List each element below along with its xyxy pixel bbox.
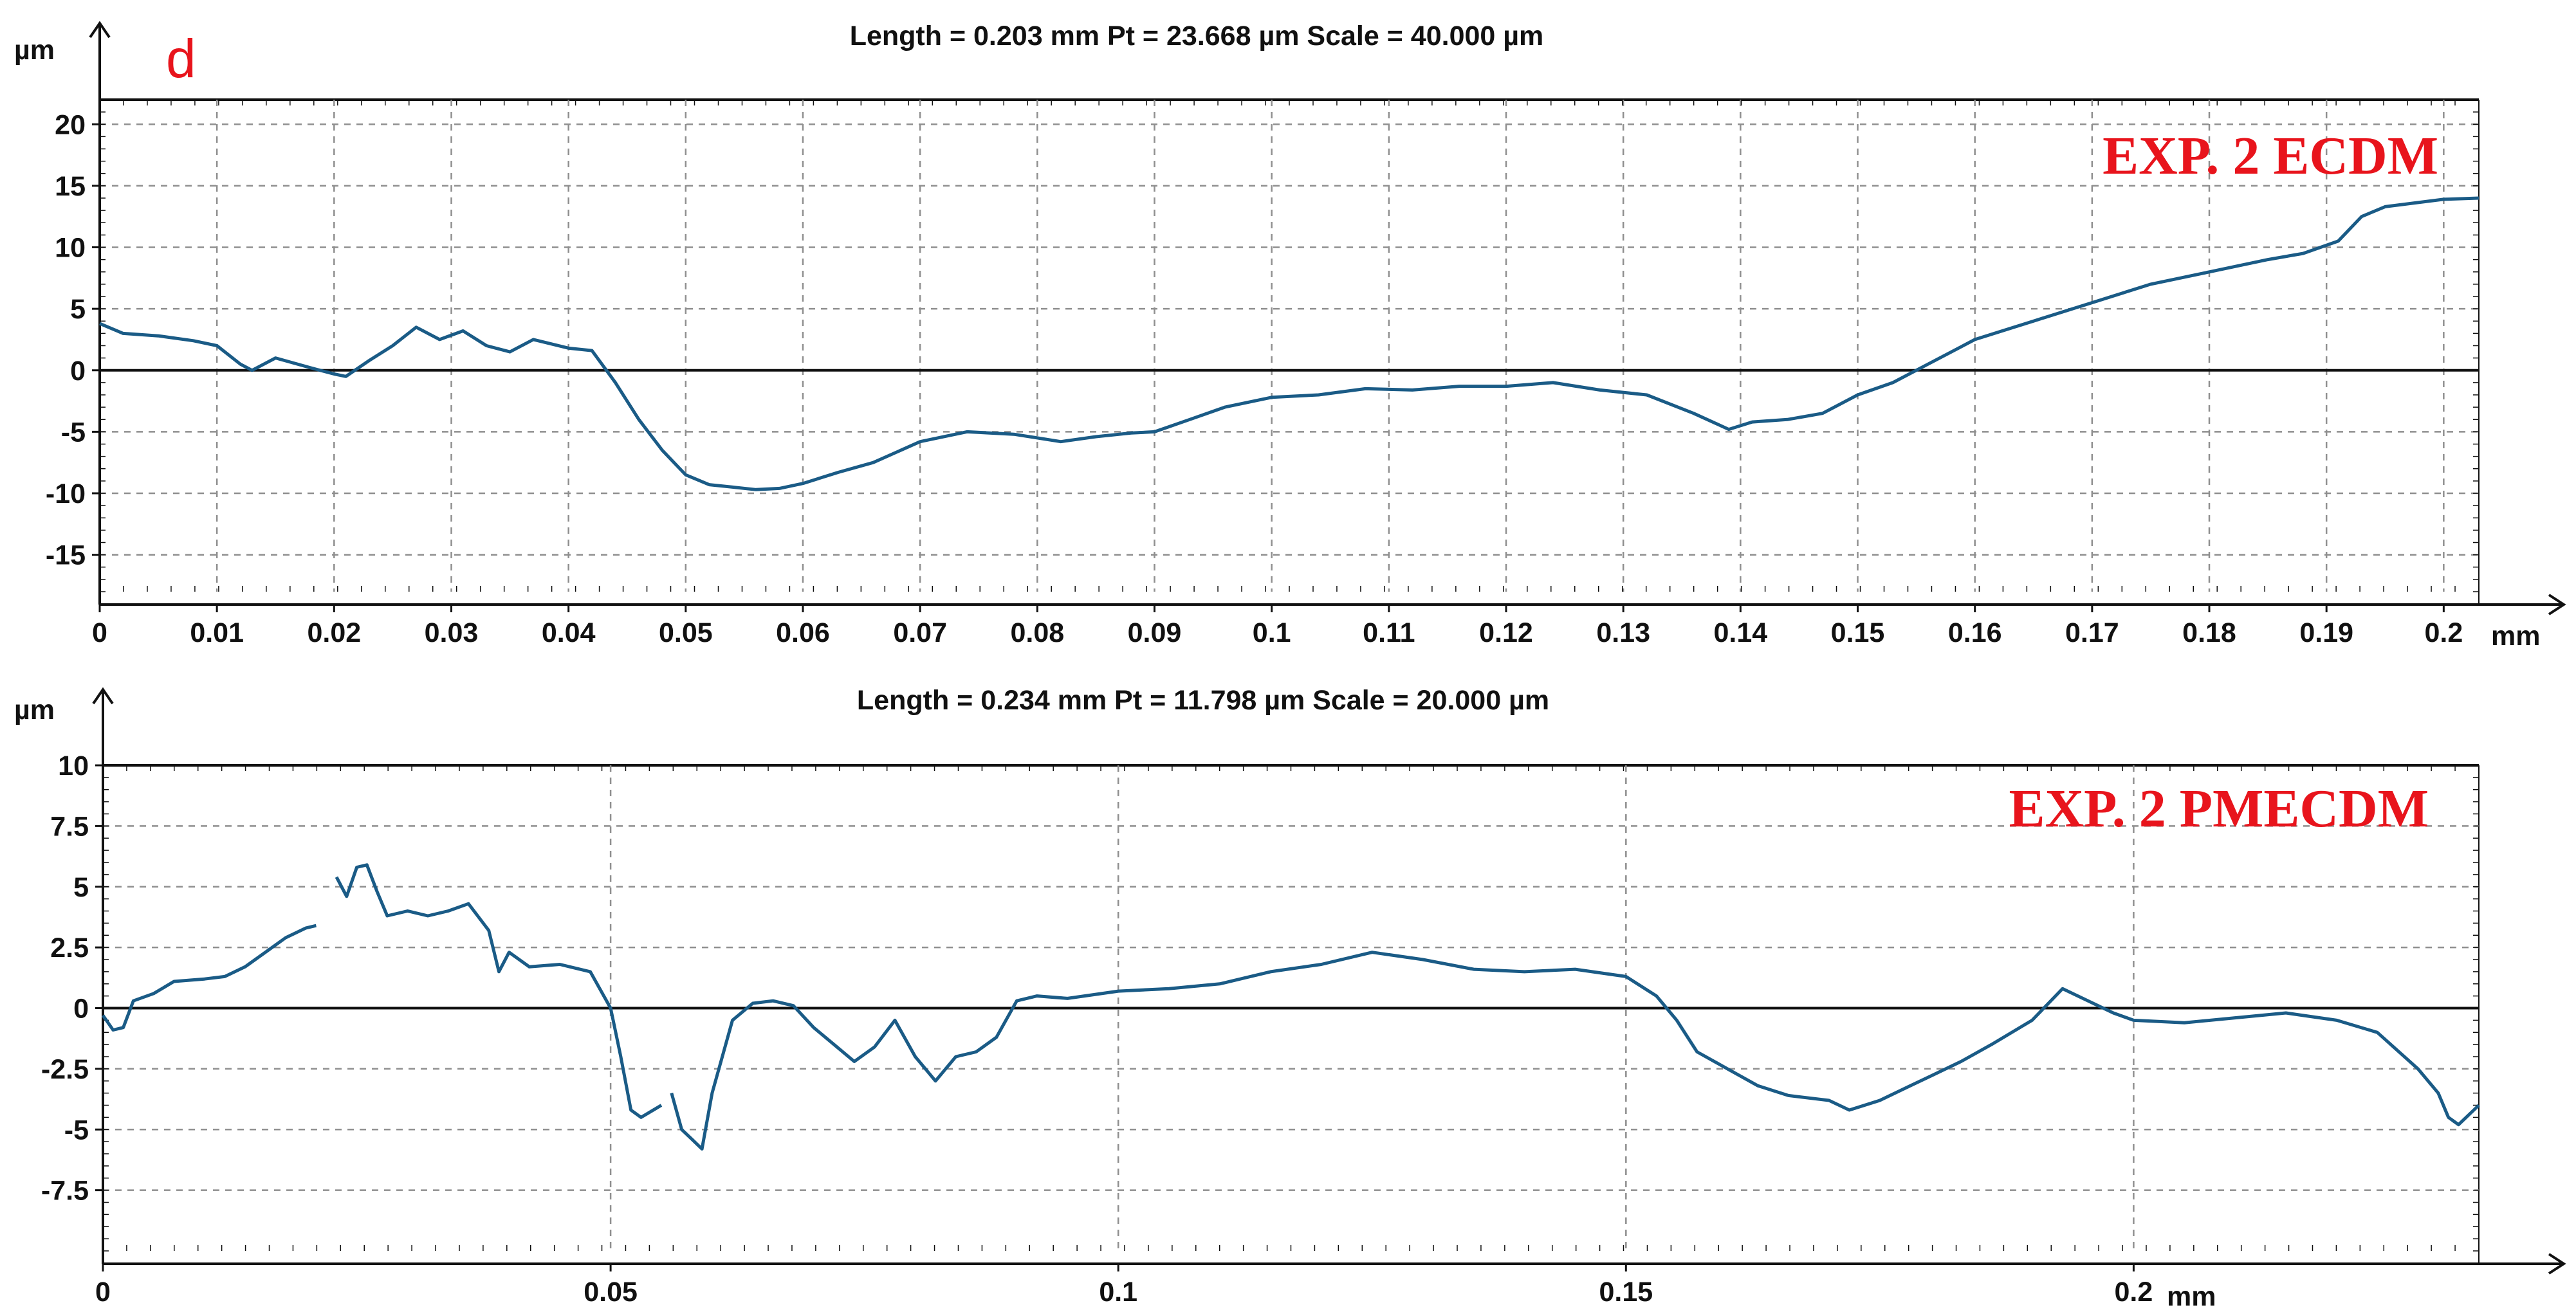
chart-ecdm-label: EXP. 2 ECDM bbox=[2102, 126, 2438, 186]
chart-ecdm-y-unit: µm bbox=[14, 35, 55, 66]
chart-ecdm-x-tick-label: 0.09 bbox=[1128, 617, 1182, 648]
chart-ecdm-series bbox=[99, 196, 2479, 491]
chart-pmecdm-x-tick-label: 0.15 bbox=[1599, 1277, 1653, 1307]
chart-ecdm-x-tick-label: 0.18 bbox=[2182, 617, 2236, 648]
chart-pmecdm-profile-line bbox=[335, 863, 663, 1119]
chart-ecdm-y-tick-label: 15 bbox=[55, 171, 86, 202]
chart-ecdm-x-tick-label: 0.19 bbox=[2299, 617, 2353, 648]
chart-pmecdm-y-axis-arrow bbox=[92, 687, 114, 705]
chart-ecdm-y-axis-arrow bbox=[89, 21, 111, 39]
chart-pmecdm-y-tick-label: 7.5 bbox=[50, 811, 89, 842]
chart-ecdm-x-tick-label: 0.14 bbox=[1713, 617, 1767, 648]
chart-ecdm-x-tick-label: 0.01 bbox=[190, 617, 244, 648]
chart-ecdm-y-ticks: 20 15 10 5 0 -5 -10 -15 bbox=[46, 109, 100, 571]
chart-pmecdm-x-tick-label: 0 bbox=[95, 1277, 111, 1307]
chart-pmecdm-x-axis-arrow bbox=[2548, 1253, 2566, 1275]
chart-ecdm-x-ticks: 0 0.01 0.02 0.03 0.04 0.05 0.06 0.07 0.08 0.09 0.1… bbox=[92, 605, 2463, 648]
chart-ecdm-y-tick-label: -15 bbox=[46, 540, 86, 571]
chart-ecdm-y-tick-label: -5 bbox=[61, 417, 86, 448]
chart-pmecdm-x-tick-label: 0.1 bbox=[1099, 1277, 1137, 1307]
chart-ecdm-x-tick-label: 0.16 bbox=[1948, 617, 2002, 648]
chart-ecdm-x-tick-label: 0 bbox=[92, 617, 107, 648]
chart-pmecdm-x-unit: mm bbox=[2167, 1281, 2216, 1312]
chart-ecdm-x-tick-label: 0.05 bbox=[659, 617, 713, 648]
panel-letter: d bbox=[166, 28, 196, 89]
chart-pmecdm-x-tick-label: 0.05 bbox=[584, 1277, 638, 1307]
chart-pmecdm-series bbox=[101, 863, 2480, 1151]
chart-ecdm-header: Length = 0.203 mm Pt = 23.668 µm Scale =… bbox=[850, 21, 1544, 51]
chart-pmecdm: Length = 0.234 mm Pt = 11.798 µm Scale =… bbox=[14, 685, 2566, 1312]
chart-ecdm-x-tick-label: 0.13 bbox=[1596, 617, 1650, 648]
chart-ecdm-y-tick-label: 10 bbox=[55, 233, 86, 264]
chart-pmecdm-profile-line bbox=[670, 951, 2480, 1151]
chart-ecdm-x-tick-label: 0.07 bbox=[893, 617, 947, 648]
chart-pmecdm-y-tick-label: 10 bbox=[58, 751, 89, 781]
chart-ecdm-x-tick-label: 0.15 bbox=[1831, 617, 1885, 648]
chart-pmecdm-y-tick-label: 5 bbox=[73, 872, 89, 903]
chart-ecdm-x-tick-label: 0.12 bbox=[1479, 617, 1533, 648]
chart-ecdm-x-tick-label: 0.1 bbox=[1253, 617, 1291, 648]
chart-pmecdm-y-tick-label: -2.5 bbox=[41, 1054, 89, 1085]
chart-pmecdm-y-ticks: 10 7.5 5 2.5 0 -2.5 -5 -7.5 bbox=[41, 751, 103, 1207]
chart-ecdm-x-tick-label: 0.2 bbox=[2424, 617, 2463, 648]
chart-pmecdm-y-tick-label: 0 bbox=[73, 994, 89, 1025]
chart-ecdm-x-tick-label: 0.06 bbox=[776, 617, 830, 648]
chart-ecdm-x-tick-label: 0.02 bbox=[307, 617, 361, 648]
chart-ecdm-y-tick-label: 5 bbox=[70, 294, 86, 325]
chart-ecdm-x-tick-label: 0.04 bbox=[542, 617, 596, 648]
chart-pmecdm-profile-line bbox=[101, 924, 317, 1032]
chart-ecdm-x-tick-label: 0.17 bbox=[2065, 617, 2119, 648]
chart-pmecdm-y-tick-label: -5 bbox=[64, 1115, 89, 1145]
chart-pmecdm-y-unit: µm bbox=[14, 695, 55, 725]
chart-pmecdm-x-ticks: 0 0.05 0.1 0.15 0.2 bbox=[95, 1264, 2153, 1307]
chart-pmecdm-header: Length = 0.234 mm Pt = 11.798 µm Scale =… bbox=[857, 685, 1549, 716]
chart-ecdm-profile-line bbox=[99, 196, 2479, 491]
chart-ecdm-x-tick-label: 0.11 bbox=[1363, 617, 1415, 648]
chart-pmecdm-label: EXP. 2 PMECDM bbox=[2009, 779, 2429, 839]
chart-ecdm-y-tick-label: 20 bbox=[55, 109, 86, 140]
chart-ecdm-x-tick-label: 0.08 bbox=[1010, 617, 1064, 648]
chart-ecdm-x-tick-label: 0.03 bbox=[425, 617, 479, 648]
chart-ecdm-x-axis-arrow bbox=[2548, 594, 2566, 615]
chart-pmecdm-y-tick-label: -7.5 bbox=[41, 1176, 89, 1207]
chart-ecdm-y-tick-label: 0 bbox=[70, 356, 86, 387]
chart-pmecdm-grid bbox=[102, 764, 2479, 1264]
chart-pmecdm-y-tick-label: 2.5 bbox=[50, 933, 89, 963]
chart-pmecdm-x-tick-label: 0.2 bbox=[2115, 1277, 2153, 1307]
chart-ecdm-y-tick-label: -10 bbox=[46, 478, 86, 509]
chart-ecdm-x-unit: mm bbox=[2491, 621, 2540, 651]
chart-ecdm: Length = 0.203 mm Pt = 23.668 µm Scale =… bbox=[14, 21, 2566, 651]
